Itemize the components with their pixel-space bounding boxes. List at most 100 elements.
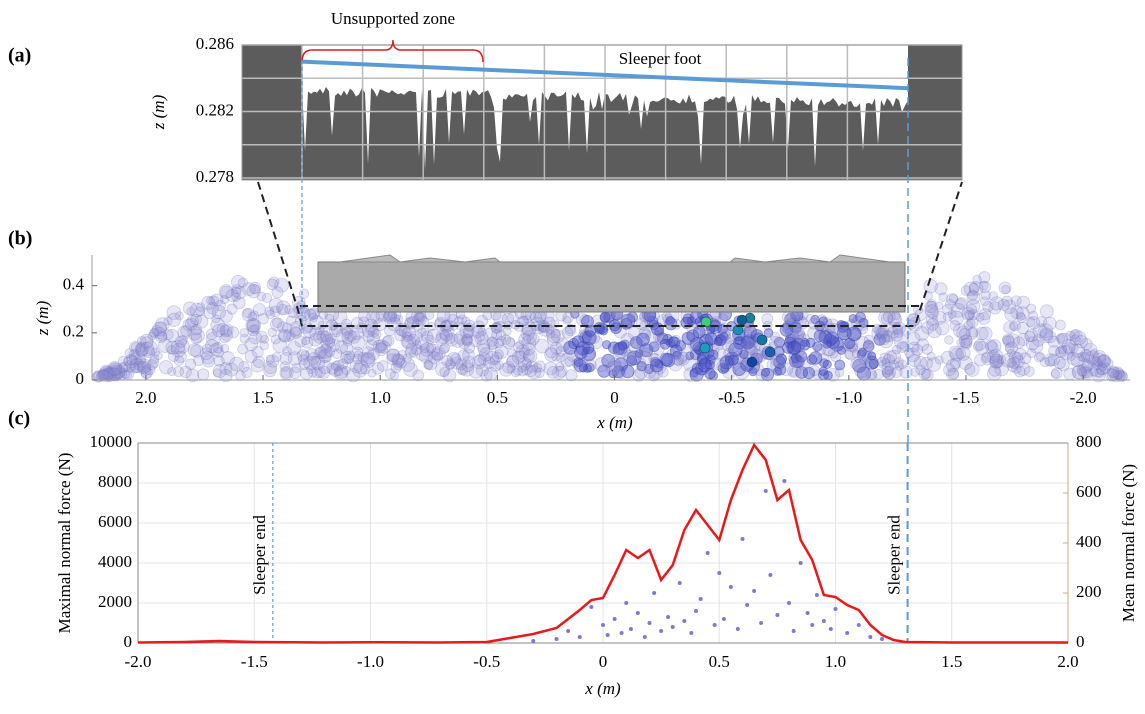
particle: [943, 363, 956, 377]
particle: [205, 339, 220, 354]
particle: [122, 369, 132, 380]
particle: [940, 350, 955, 365]
particle: [216, 322, 229, 336]
particle: [1013, 365, 1026, 378]
particle: [506, 337, 516, 348]
particle: [298, 358, 311, 371]
scatter-point: [694, 609, 698, 613]
particle: [195, 306, 206, 317]
particle: [162, 329, 174, 341]
particle: [409, 330, 423, 344]
particle: [126, 354, 137, 366]
scatter-point: [728, 585, 733, 589]
particle: [506, 364, 516, 374]
particle: [407, 333, 420, 347]
particle: [656, 332, 669, 345]
particle: [151, 325, 163, 336]
particle: [714, 334, 727, 347]
particle: [670, 351, 685, 366]
particle: [686, 329, 700, 343]
particle: [610, 360, 622, 372]
particle: [967, 289, 979, 301]
particle: [301, 336, 314, 349]
particle: [981, 352, 992, 363]
particle: [689, 348, 702, 360]
particle: [805, 314, 816, 324]
particle: [1097, 353, 1111, 368]
particle: [1016, 333, 1030, 347]
particle: [396, 358, 407, 369]
particle: [650, 322, 665, 336]
particle: [136, 342, 147, 353]
scatter-point: [740, 537, 745, 541]
particle: [871, 323, 882, 334]
scatter-point: [619, 631, 624, 635]
x-tick-label: -1.5: [241, 652, 268, 671]
particle: [582, 342, 595, 355]
scatter-point: [612, 617, 617, 621]
particle: [218, 284, 234, 299]
particle: [1091, 368, 1106, 383]
particle: [489, 355, 500, 366]
particle: [850, 356, 865, 372]
particle: [992, 358, 1003, 369]
scatter-point: [652, 591, 657, 595]
particle: [152, 321, 167, 337]
particle: [320, 342, 332, 354]
particle: [386, 353, 398, 365]
particle: [1012, 336, 1026, 349]
particle: [581, 315, 595, 328]
particle: [251, 345, 264, 358]
particle: [562, 315, 572, 325]
particle: [134, 343, 148, 357]
particle: [952, 323, 968, 338]
particle: [406, 316, 419, 329]
particle: [318, 348, 333, 363]
particle: [986, 366, 1002, 381]
particle: [165, 329, 180, 343]
particle: [157, 331, 168, 342]
particle: [104, 370, 115, 381]
particle: [362, 330, 375, 343]
particle: [854, 363, 869, 378]
particle: [445, 359, 456, 370]
particle: [483, 327, 498, 342]
particle: [457, 314, 468, 325]
particle: [475, 363, 489, 377]
particle: [105, 368, 115, 377]
particle: [877, 330, 891, 344]
particle: [182, 301, 197, 316]
particle: [324, 346, 336, 358]
y2-tick-label: 800: [1076, 432, 1102, 451]
particle: [560, 352, 576, 368]
particle: [330, 360, 342, 372]
particle: [1107, 365, 1120, 379]
particle: [602, 340, 612, 350]
particle: [425, 334, 435, 345]
particle: [904, 347, 915, 358]
particle: [136, 358, 152, 374]
particle: [978, 271, 991, 284]
x-tick-label: -1.0: [357, 652, 384, 671]
y2-tick-label: 0: [1076, 632, 1085, 651]
particle: [899, 341, 910, 352]
particle: [1092, 358, 1103, 370]
particle: [960, 334, 973, 346]
particle: [650, 356, 661, 367]
particle: [729, 358, 740, 369]
particle: [341, 326, 353, 339]
particle: [855, 335, 870, 351]
particle: [212, 342, 224, 354]
particle: [135, 341, 150, 356]
scatter-point: [791, 629, 796, 633]
particle: [139, 341, 155, 357]
particle: [978, 308, 991, 321]
particle: [894, 361, 904, 371]
particle: [265, 309, 276, 319]
particle: [543, 361, 558, 376]
scatter-point: [624, 601, 629, 605]
particle: [998, 281, 1012, 295]
particle: [244, 337, 259, 352]
particle: [1069, 329, 1083, 343]
particle: [455, 363, 468, 375]
